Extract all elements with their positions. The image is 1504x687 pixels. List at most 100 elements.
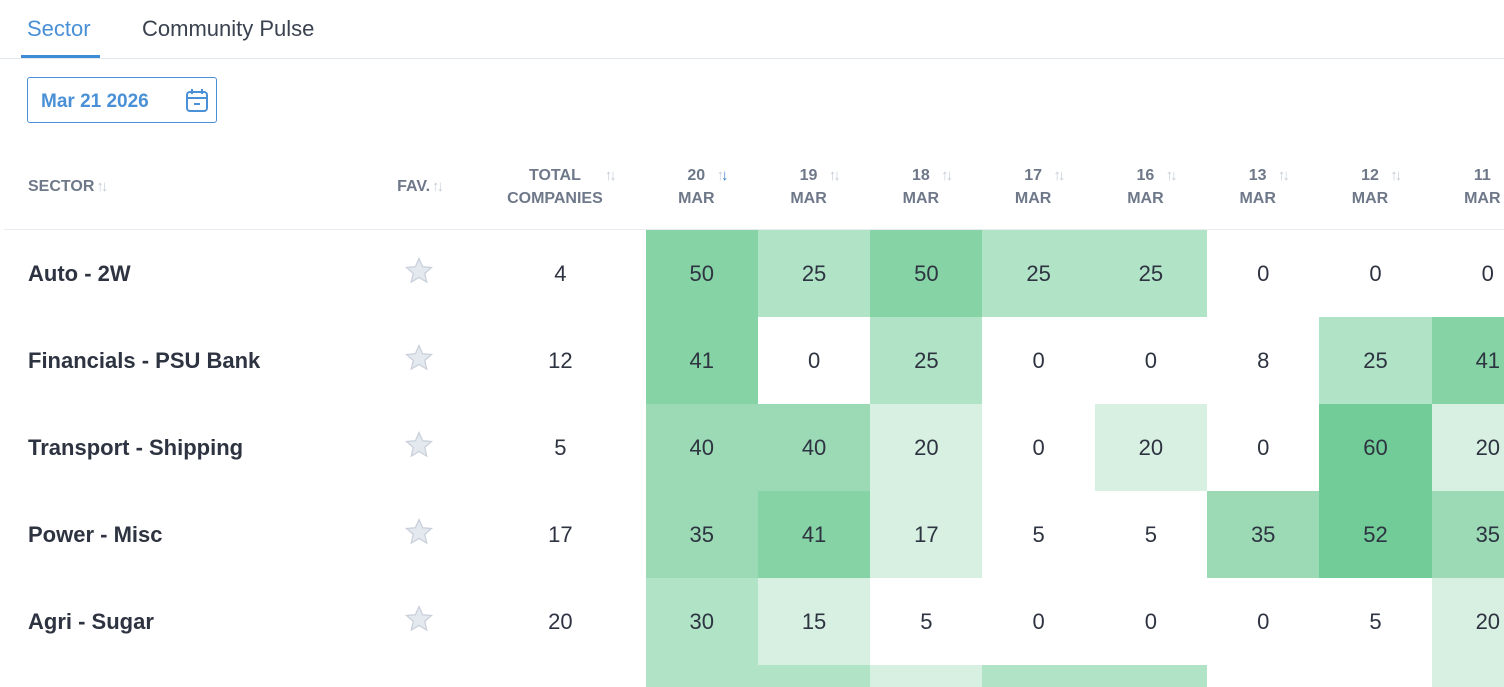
heat-cell[interactable]: 0 <box>1207 404 1320 491</box>
total-companies: 20 <box>548 608 573 634</box>
date-picker[interactable]: Mar 21 2026 <box>27 77 217 123</box>
sort-icon: ↑↓ <box>828 166 841 184</box>
header-date-19-mar[interactable]: 19 MAR↑↓ <box>757 144 871 230</box>
table-row[interactable]: Transport - Shipping 5 40 40 20 0 20 0 60 20 <box>4 404 1504 491</box>
header-date-18-mar[interactable]: 18 MAR↑↓ <box>870 144 983 230</box>
heat-cell[interactable]: 0 <box>1094 578 1208 665</box>
sort-desc-icon: ↑↓ <box>716 166 729 184</box>
date-value: Mar 21 2026 <box>41 91 149 112</box>
heat-cell[interactable]: 35 <box>1431 491 1504 578</box>
heat-cell[interactable]: 41 <box>1431 317 1504 404</box>
heat-cell[interactable]: 0 <box>982 578 1095 665</box>
heat-cell[interactable]: 41 <box>645 317 758 404</box>
heat-cell[interactable]: 25 <box>982 229 1095 317</box>
heat-cell[interactable]: 0 <box>982 317 1095 404</box>
sector-name[interactable]: Agri - Sugar <box>28 608 154 634</box>
heat-cell <box>1431 665 1504 687</box>
sort-icon: ↑↓ <box>432 177 444 195</box>
header-date-13-mar[interactable]: 13 MAR↑↓ <box>1207 144 1320 230</box>
heat-cell[interactable]: 41 <box>757 491 871 578</box>
empty-cell <box>475 665 645 687</box>
heat-cell[interactable]: 20 <box>1431 578 1504 665</box>
tab-community-pulse[interactable]: Community Pulse <box>142 16 315 41</box>
heat-cell <box>870 665 983 687</box>
heat-cell <box>757 665 871 687</box>
total-companies: 12 <box>548 347 573 373</box>
heat-cell[interactable]: 5 <box>1319 578 1432 665</box>
header-day: 18 <box>911 166 930 184</box>
sector-name[interactable]: Auto - 2W <box>28 260 131 286</box>
header-sector[interactable]: SECTOR ↑↓ <box>4 144 363 230</box>
header-label: 16 MAR <box>1127 164 1163 210</box>
sort-icon: ↑↓ <box>1165 166 1178 184</box>
star-icon[interactable] <box>404 517 434 547</box>
heat-cell[interactable]: 17 <box>870 491 983 578</box>
heat-cell[interactable]: 8 <box>1207 317 1320 404</box>
header-fav[interactable]: FAV. ↑↓ <box>362 144 476 230</box>
empty-cell <box>4 665 363 687</box>
heat-cell[interactable]: 5 <box>1094 491 1208 578</box>
heat-cell[interactable]: 0 <box>1207 578 1320 665</box>
header-date-20-mar[interactable]: 20 MAR↑↓ <box>645 144 758 230</box>
header-date-12-mar[interactable]: 12 MAR↑↓ <box>1319 144 1432 230</box>
heat-cell[interactable]: 50 <box>645 229 758 317</box>
heat-cell[interactable]: 0 <box>757 317 871 404</box>
heat-cell[interactable]: 25 <box>1319 317 1432 404</box>
header-date-11-mar[interactable]: 11 MAR↑↓ <box>1431 144 1504 230</box>
header-day: 16 <box>1136 166 1155 184</box>
header-label: 19 MAR <box>790 164 826 210</box>
tab-sector[interactable]: Sector <box>21 16 100 58</box>
heat-cell[interactable]: 0 <box>982 404 1095 491</box>
heat-cell[interactable]: 25 <box>870 317 983 404</box>
star-icon[interactable] <box>404 604 434 634</box>
header-date-16-mar[interactable]: 16 MAR↑↓ <box>1094 144 1208 230</box>
heat-cell[interactable]: 0 <box>1319 229 1432 317</box>
heat-cell[interactable]: 25 <box>1094 229 1208 317</box>
header-month: MAR <box>790 189 827 207</box>
header-day: 13 <box>1248 166 1267 184</box>
heat-cell[interactable]: 0 <box>1094 317 1208 404</box>
heat-cell[interactable]: 50 <box>870 229 983 317</box>
star-icon[interactable] <box>404 256 434 286</box>
header-month: MAR <box>902 189 940 207</box>
star-icon[interactable] <box>404 430 434 460</box>
heat-cell[interactable]: 5 <box>982 491 1095 578</box>
tab-bar: Sector Community Pulse <box>0 0 1504 59</box>
header-month: MAR <box>1014 189 1052 207</box>
header-total-companies[interactable]: TOTAL COMPANIES↑↓ <box>475 144 646 230</box>
star-icon[interactable] <box>404 343 434 373</box>
sector-name[interactable]: Transport - Shipping <box>28 434 244 460</box>
heat-cell[interactable]: 0 <box>1207 229 1320 317</box>
heat-cell[interactable]: 40 <box>757 404 871 491</box>
header-month: MAR <box>1351 189 1389 207</box>
heat-cell[interactable]: 30 <box>645 578 758 665</box>
heat-cell[interactable]: 52 <box>1319 491 1432 578</box>
header-label: 13 MAR <box>1239 164 1275 210</box>
header-month: MAR <box>1127 189 1164 207</box>
heat-cell[interactable]: 0 <box>1431 229 1504 317</box>
heat-cell[interactable]: 35 <box>645 491 758 578</box>
heat-cell[interactable]: 20 <box>1431 404 1504 491</box>
total-companies: 5 <box>554 434 567 460</box>
heat-cell[interactable]: 20 <box>1094 404 1208 491</box>
sector-table: SECTOR ↑↓ FAV. ↑↓ TOTAL COMPANIES↑↓ 20 MAR↑↓… <box>4 144 1504 687</box>
heat-cell[interactable]: 60 <box>1319 404 1432 491</box>
table-row[interactable]: Auto - 2W 4 50 25 50 25 25 0 0 0 <box>4 229 1504 318</box>
heat-cell[interactable]: 15 <box>757 578 871 665</box>
table-row[interactable]: Agri - Sugar 20 30 15 5 0 0 0 5 20 <box>4 578 1504 665</box>
heat-cell[interactable]: 40 <box>645 404 758 491</box>
heat-cell[interactable]: 20 <box>870 404 983 491</box>
header-date-17-mar[interactable]: 17 MAR↑↓ <box>982 144 1095 230</box>
sector-name[interactable]: Power - Misc <box>28 521 163 547</box>
header-label: 17 MAR <box>1015 164 1051 210</box>
table-row[interactable]: Financials - PSU Bank 12 41 0 25 0 0 8 25 41 <box>4 317 1504 404</box>
heat-cell[interactable]: 35 <box>1207 491 1320 578</box>
header-month: MAR <box>1239 189 1276 207</box>
heat-cell[interactable]: 5 <box>870 578 983 665</box>
table-row[interactable]: Power - Misc 17 35 41 17 5 5 35 52 35 <box>4 491 1504 578</box>
header-label: FAV. <box>397 178 431 196</box>
heat-cell[interactable]: 25 <box>757 229 871 317</box>
header-label: 11 MAR <box>1464 164 1500 210</box>
fav-cell <box>363 230 475 318</box>
sector-name[interactable]: Financials - PSU Bank <box>28 347 261 373</box>
